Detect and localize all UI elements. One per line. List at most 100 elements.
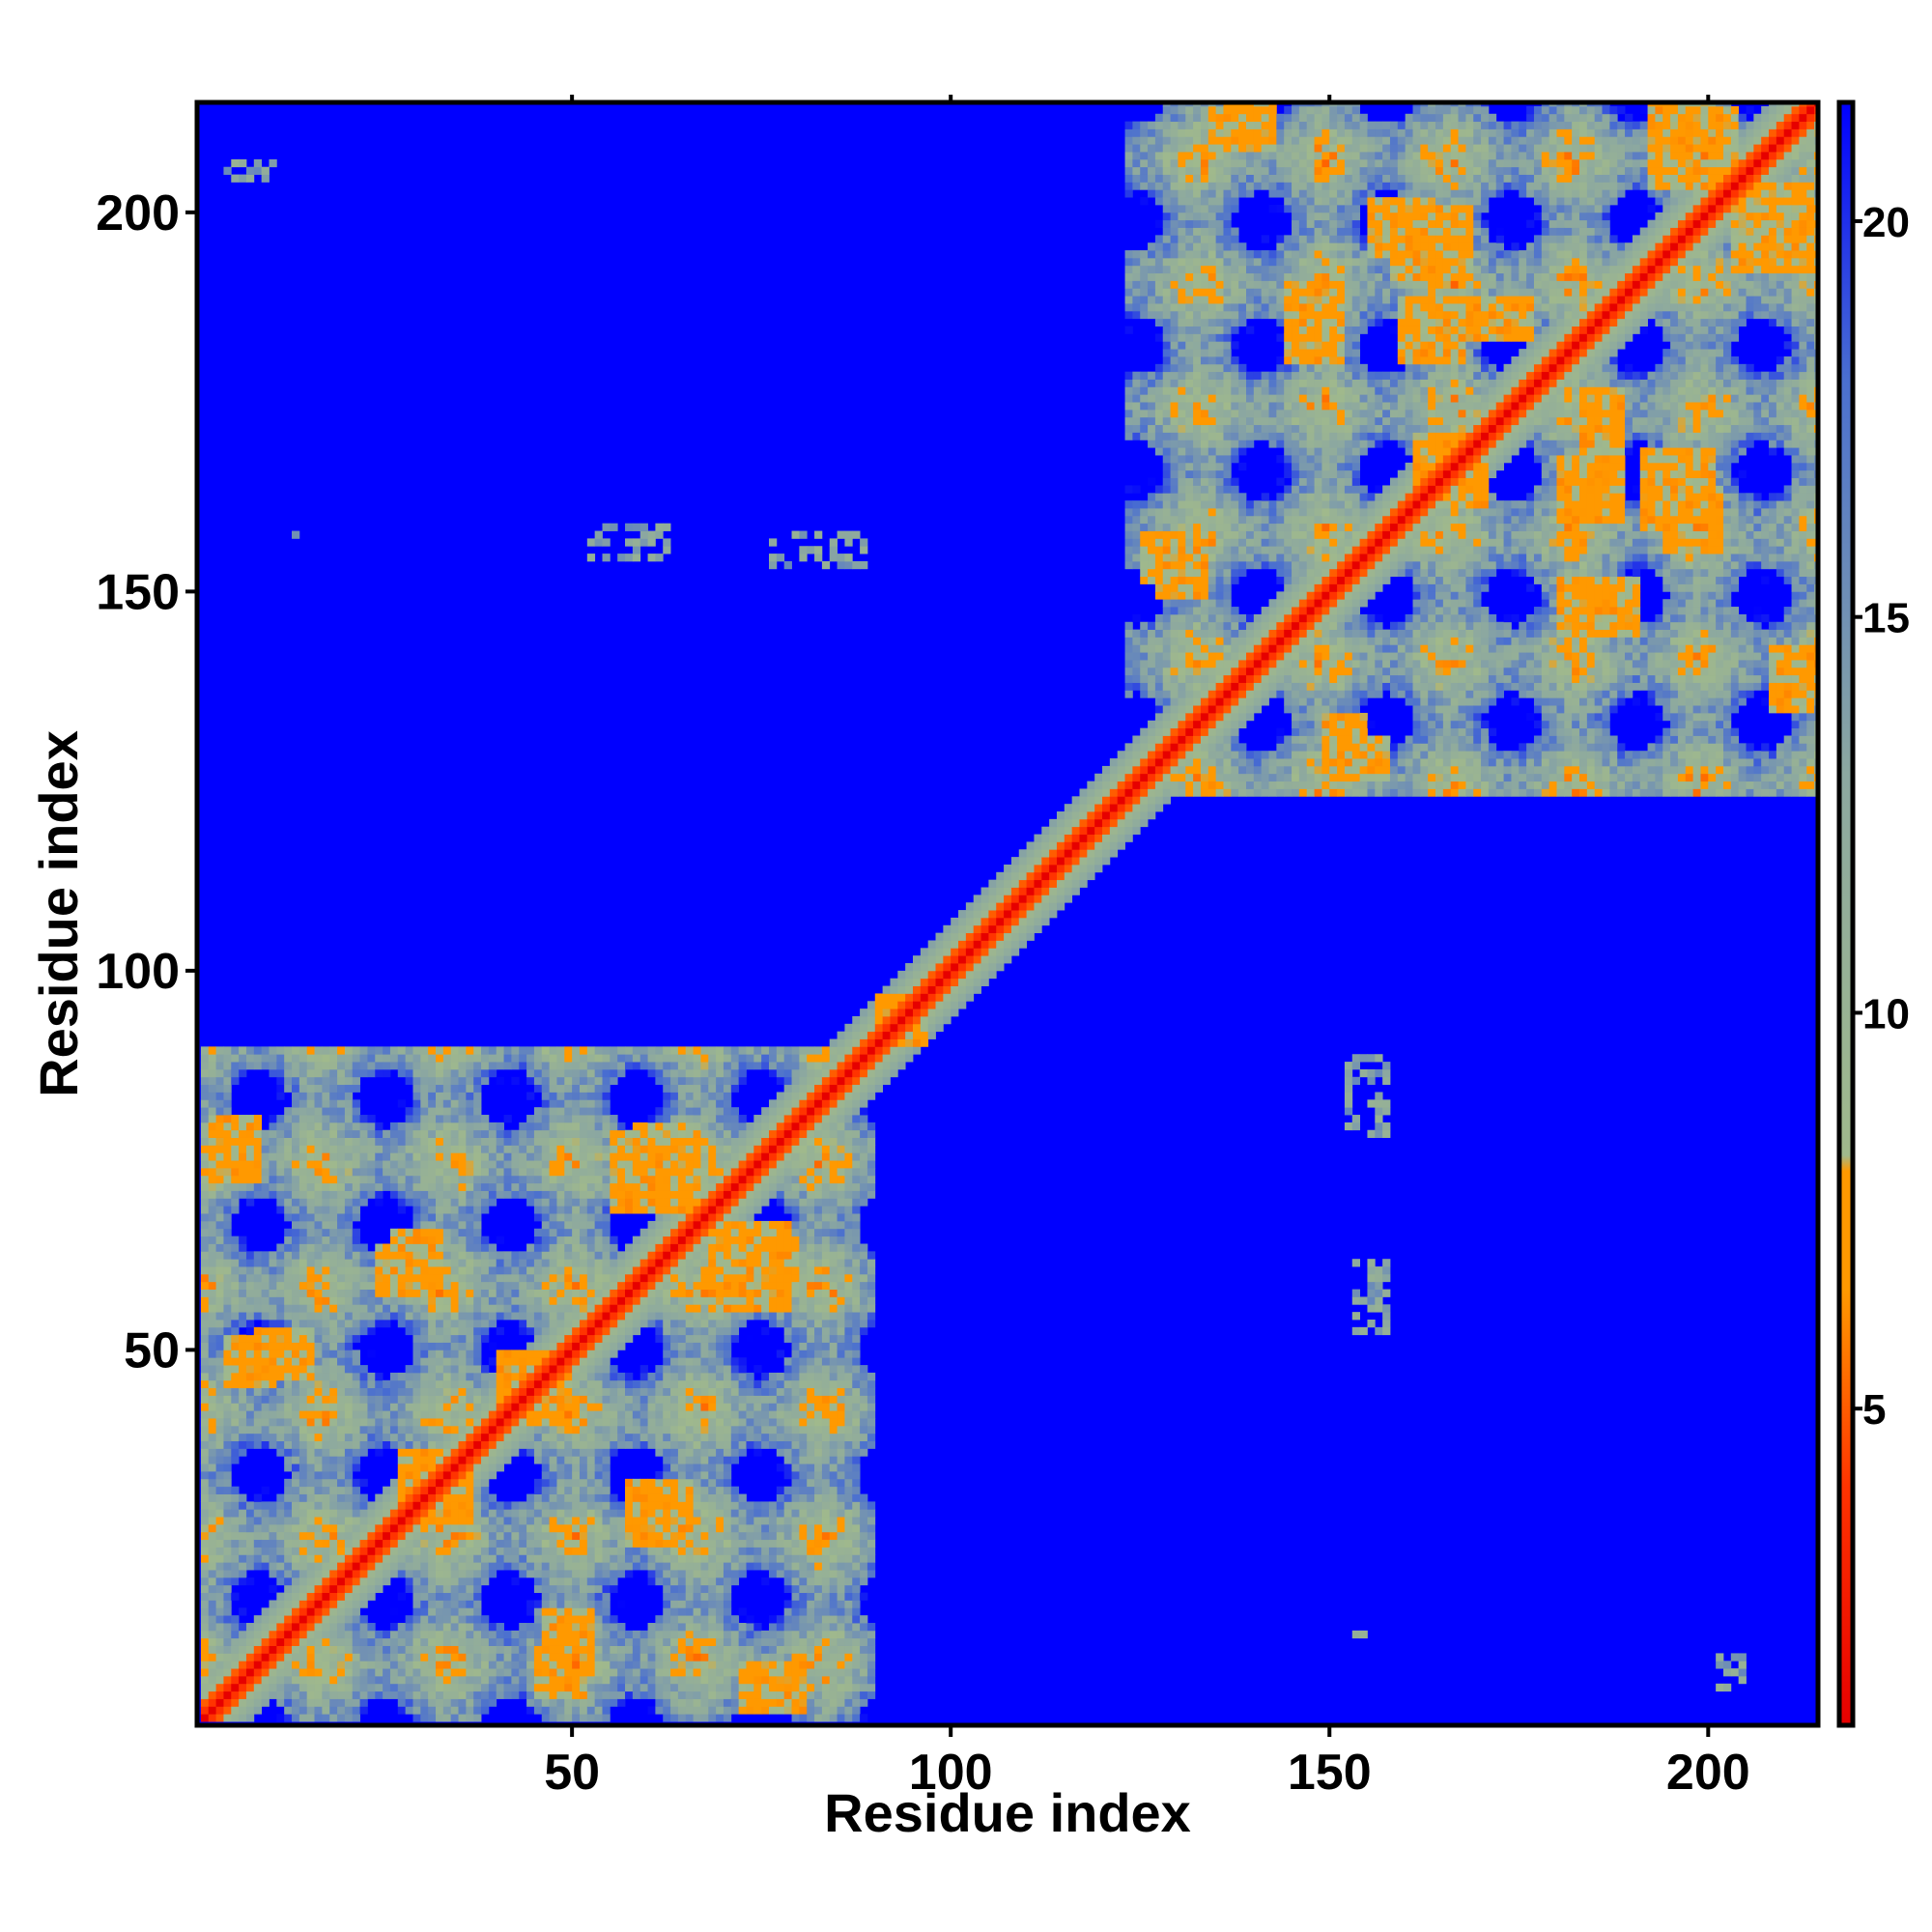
heatmap-cell: [352, 1592, 360, 1601]
heatmap-cell: [367, 1312, 376, 1321]
heatmap-cell: [617, 1334, 626, 1343]
heatmap-cell: [594, 1615, 603, 1624]
heatmap-cell: [481, 1554, 490, 1563]
heatmap-cell: [215, 1630, 224, 1639]
heatmap-cell: [375, 1273, 384, 1283]
heatmap-cell: [436, 1107, 444, 1116]
heatmap-cell: [639, 1122, 648, 1131]
heatmap-cell: [200, 1129, 210, 1138]
heatmap-cell: [564, 1312, 573, 1321]
heatmap-cell: [239, 1501, 247, 1510]
heatmap-cell: [397, 1592, 407, 1601]
heatmap-cell: [405, 1107, 413, 1116]
heatmap-cell: [436, 1403, 444, 1411]
heatmap-cell: [200, 1137, 210, 1146]
heatmap-cell: [564, 1251, 573, 1260]
heatmap-cell: [572, 1531, 581, 1541]
heatmap-cell: [329, 1379, 338, 1389]
heatmap-cell: [231, 1289, 240, 1297]
heatmap-cell: [473, 1129, 482, 1138]
heatmap-cell: [473, 1675, 482, 1685]
heatmap-cell: [466, 1653, 474, 1662]
heatmap-cell: [200, 1289, 210, 1297]
heatmap-cell: [442, 1395, 452, 1404]
heatmap-cell: [541, 1395, 551, 1404]
heatmap-cell: [677, 1531, 687, 1541]
heatmap-cell: [436, 1683, 444, 1692]
heatmap-cell: [511, 1062, 520, 1070]
heatmap-cell: [269, 1320, 277, 1328]
heatmap-cell: [337, 1198, 346, 1207]
heatmap-cell: [292, 1137, 300, 1146]
heatmap-cell: [473, 1714, 482, 1722]
heatmap-cell: [367, 1584, 376, 1594]
heatmap-cell: [625, 1251, 634, 1260]
heatmap-cell: [420, 1076, 429, 1086]
heatmap-cell: [428, 1175, 437, 1184]
heatmap-cell: [458, 1054, 467, 1063]
heatmap-cell: [352, 1630, 360, 1639]
heatmap-cell: [639, 1645, 648, 1654]
heatmap-cell: [458, 1509, 467, 1518]
heatmap-cell: [466, 1683, 474, 1692]
heatmap-cell: [533, 1509, 543, 1518]
heatmap-cell: [239, 1630, 247, 1639]
heatmap-cell: [314, 1600, 323, 1608]
heatmap-cell: [298, 1509, 308, 1518]
heatmap-cell: [292, 1320, 300, 1328]
heatmap-cell: [344, 1175, 354, 1184]
heatmap-cell: [481, 1531, 490, 1541]
heatmap-cell: [602, 1410, 611, 1419]
heatmap-cell: [677, 1661, 687, 1669]
heatmap-cell: [466, 1433, 474, 1442]
heatmap-cell: [329, 1160, 338, 1169]
heatmap-cell: [352, 1387, 360, 1396]
heatmap-cell: [397, 1554, 407, 1563]
heatmap-cell: [389, 1228, 399, 1237]
heatmap-cell: [556, 1379, 565, 1389]
heatmap-cell: [541, 1320, 551, 1328]
heatmap-cell: [352, 1433, 360, 1442]
heatmap-cell: [586, 1175, 596, 1184]
heatmap-cell: [352, 1137, 360, 1146]
heatmap-cell: [261, 1167, 270, 1177]
heatmap-cell: [306, 1456, 315, 1464]
heatmap-cell: [389, 1236, 399, 1244]
heatmap-cell: [677, 1448, 687, 1457]
heatmap-cell: [511, 1304, 520, 1313]
heatmap-cell: [359, 1122, 368, 1131]
heatmap-cell: [496, 1630, 504, 1639]
heatmap-cell: [231, 1630, 240, 1639]
heatmap-cell: [284, 1115, 293, 1123]
heatmap-cell: [655, 1554, 664, 1563]
heatmap-cell: [306, 1213, 315, 1222]
heatmap-cell: [670, 1062, 679, 1070]
heatmap-cell: [329, 1471, 338, 1480]
heatmap-cell: [306, 1115, 315, 1123]
heatmap-cell: [466, 1395, 474, 1404]
heatmap-cell: [208, 1698, 216, 1707]
heatmap-cell: [655, 1137, 664, 1146]
heatmap-cell: [389, 1387, 399, 1396]
heatmap-cell: [389, 1273, 399, 1283]
heatmap-cell: [314, 1592, 323, 1601]
heatmap-cell: [276, 1312, 285, 1321]
heatmap-cell: [655, 1418, 664, 1427]
heatmap-cell: [412, 1046, 421, 1055]
heatmap-cell: [647, 1517, 656, 1525]
heatmap-cell: [503, 1259, 512, 1267]
heatmap-cell: [292, 1160, 300, 1169]
heatmap-cell: [473, 1182, 482, 1191]
heatmap-cell: [473, 1334, 482, 1343]
heatmap-cell: [436, 1554, 444, 1563]
heatmap-cell: [488, 1068, 497, 1078]
heatmap-cell: [412, 1312, 421, 1321]
heatmap-cell: [412, 1706, 421, 1715]
heatmap-cell: [610, 1182, 618, 1191]
heatmap-cell: [602, 523, 611, 531]
heatmap-cell: [458, 1259, 467, 1267]
heatmap-cell: [632, 1266, 641, 1275]
heatmap-cell: [223, 1304, 232, 1313]
heatmap-cell: [322, 1531, 330, 1541]
heatmap-cell: [239, 1675, 247, 1685]
